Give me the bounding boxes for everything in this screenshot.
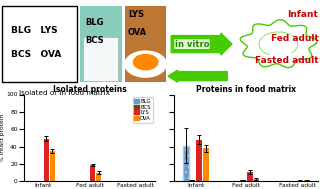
Bar [96,173,101,181]
Bar [2,6,77,82]
Bar [44,139,49,181]
Text: BLG   LYS: BLG LYS [11,26,58,35]
Bar [125,6,166,82]
Bar [253,179,259,181]
Circle shape [133,54,158,70]
Bar [83,37,118,81]
Bar [196,140,202,181]
Bar [240,180,246,181]
Bar [297,180,303,181]
Text: BCS: BCS [85,36,103,45]
Bar [247,172,253,181]
Bar [50,151,55,181]
Title: Proteins in food matrix: Proteins in food matrix [196,85,296,94]
Bar [189,180,196,181]
FancyArrow shape [168,70,227,82]
Bar [90,165,95,181]
Title: Isolated proteins: Isolated proteins [53,85,126,94]
Text: BLG: BLG [85,18,103,26]
Text: Fed adult: Fed adult [270,34,318,43]
Text: Infant: Infant [288,9,318,19]
Text: OVA: OVA [128,28,147,36]
Bar [183,146,189,181]
Text: LYS: LYS [128,9,144,19]
Text: BCS   OVA: BCS OVA [11,50,61,59]
Bar [203,148,209,181]
Text: Isolated or in food matrix: Isolated or in food matrix [19,90,109,96]
FancyArrow shape [171,33,232,55]
Circle shape [125,51,166,77]
Text: Fasted adult: Fasted adult [255,56,318,65]
Bar [304,180,310,181]
Y-axis label: % intact protein: % intact protein [0,114,5,162]
Text: in vitro: in vitro [175,40,209,49]
Legend: BLG, BCS, LYS, OVA: BLG, BCS, LYS, OVA [133,97,153,123]
Bar [80,6,122,82]
